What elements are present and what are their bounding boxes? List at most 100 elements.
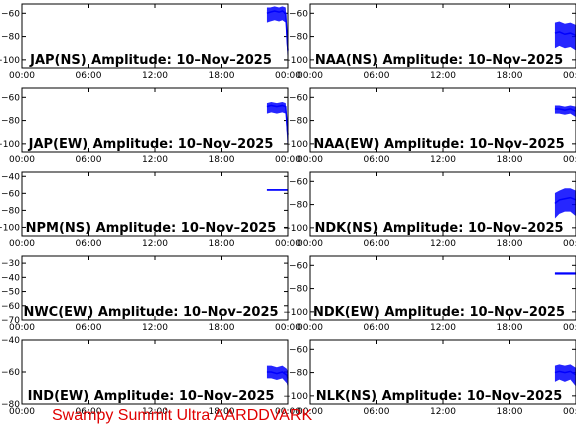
y-tick-label: −70 <box>1 316 20 326</box>
x-tick-label: 00:00 <box>9 155 35 165</box>
y-tick-label: −60 <box>1 368 20 378</box>
y-tick-label: −100 <box>0 56 20 66</box>
x-tick-label: 00:00 <box>297 71 323 81</box>
series-line <box>266 10 289 51</box>
plot-frame <box>309 339 576 405</box>
x-tick-label: 18:00 <box>497 323 523 333</box>
y-tick-label: −60 <box>289 9 308 19</box>
y-tick-label: −60 <box>289 261 308 271</box>
x-tick-label: 18:00 <box>209 323 235 333</box>
x-tick-label: 00:00 <box>275 71 301 81</box>
x-tick-label: 18:00 <box>497 239 523 249</box>
plot-frame <box>309 255 576 321</box>
panel-title: NAA(EW) Amplitude: 10–Nov–2025 <box>313 137 564 152</box>
panel-title: NDK(NS) Amplitude: 10–Nov–2025 <box>314 221 563 236</box>
y-tick-label: −80 <box>289 369 308 379</box>
y-tick-label: −60 <box>289 93 308 103</box>
y-tick-label: −50 <box>1 288 20 298</box>
x-tick-label: 12:00 <box>142 71 168 81</box>
x-tick-label: 00:00 <box>563 407 576 417</box>
panel-1: −100−80−6000:0006:0012:0018:0000:00JAP(N… <box>0 3 301 81</box>
series-line <box>266 371 289 379</box>
y-tick-label: −100 <box>283 308 308 318</box>
series-line <box>554 196 576 205</box>
series-band <box>554 21 576 51</box>
x-tick-label: 06:00 <box>76 71 102 81</box>
series-band <box>554 188 576 219</box>
series-band <box>554 364 576 387</box>
x-tick-label: 18:00 <box>209 407 235 417</box>
y-tick-label: −80 <box>289 285 308 295</box>
x-tick-label: 12:00 <box>430 71 456 81</box>
y-tick-label: −60 <box>1 302 20 312</box>
series-line <box>554 108 576 112</box>
x-tick-label: 00:00 <box>9 71 35 81</box>
x-tick-label: 06:00 <box>364 407 390 417</box>
y-tick-label: −40 <box>1 273 20 283</box>
y-tick-label: −40 <box>1 336 20 346</box>
footer-label: Swampy Summit Ultra AARDDVARK <box>52 407 313 424</box>
y-tick-label: −60 <box>289 345 308 355</box>
y-tick-label: −60 <box>1 93 20 103</box>
x-tick-label: 12:00 <box>142 239 168 249</box>
x-tick-label: 00:00 <box>297 239 323 249</box>
series-line <box>554 31 576 37</box>
panel-title: NLK(NS) Amplitude: 10–Nov–2025 <box>316 389 563 404</box>
x-tick-label: 06:00 <box>364 239 390 249</box>
x-tick-label: 06:00 <box>76 323 102 333</box>
series-band <box>266 365 288 388</box>
y-tick-label: −100 <box>0 140 20 150</box>
x-tick-label: 00:00 <box>9 239 35 249</box>
x-tick-label: 12:00 <box>430 239 456 249</box>
y-tick-label: −100 <box>283 392 308 402</box>
series-band <box>554 105 576 118</box>
y-tick-label: −40 <box>1 172 20 182</box>
panel-title: NDK(EW) Amplitude: 10–Nov–2025 <box>313 305 565 320</box>
x-tick-label: 06:00 <box>364 71 390 81</box>
panel-title: JAP(NS) Amplitude: 10–Nov–2025 <box>29 53 272 68</box>
x-tick-label: 00:00 <box>297 155 323 165</box>
plot-frame <box>21 87 289 153</box>
panel-3: −100−80−6000:0006:0012:0018:0000:00JAP(E… <box>0 87 301 165</box>
x-tick-label: 12:00 <box>142 323 168 333</box>
y-tick-label: −80 <box>1 117 20 127</box>
x-tick-label: 18:00 <box>209 239 235 249</box>
y-tick-label: −100 <box>0 223 20 233</box>
x-tick-label: 12:00 <box>430 155 456 165</box>
x-tick-label: 18:00 <box>497 407 523 417</box>
x-tick-label: 12:00 <box>142 407 168 417</box>
x-tick-label: 00:00 <box>275 407 301 417</box>
series-line <box>554 370 576 376</box>
y-tick-label: −100 <box>283 56 308 66</box>
x-tick-label: 06:00 <box>364 323 390 333</box>
plot-frame <box>309 87 576 153</box>
x-tick-label: 06:00 <box>76 239 102 249</box>
panel-8: −100 −80 −60 00:00 06:00 12:00 18:00 00:00 NDK(E… <box>283 255 576 333</box>
y-tick-label: −60 <box>289 177 308 187</box>
x-tick-label: 00:00 <box>275 239 301 249</box>
plot-frame <box>309 3 576 69</box>
y-tick-label: −80 <box>1 400 20 410</box>
x-tick-label: 18:00 <box>497 155 523 165</box>
x-tick-label: 00:00 <box>563 239 576 249</box>
x-tick-label: 00:00 <box>297 407 323 417</box>
x-tick-label: 00:00 <box>9 323 35 333</box>
panel-title: IND(EW) Amplitude: 10–Nov–2025 <box>28 389 275 404</box>
x-tick-label: 06:00 <box>364 155 390 165</box>
plot-frame <box>21 339 289 405</box>
x-tick-label: 06:00 <box>76 407 102 417</box>
panel-2: −100−80−6000:0006:0012:0018:0000:00NAA(N… <box>283 3 576 81</box>
y-tick-label: −100 <box>283 224 308 234</box>
plot-frame <box>21 171 289 237</box>
x-tick-label: 00:00 <box>9 407 35 417</box>
plot-frame <box>21 3 289 69</box>
panel-title: JAP(EW) Amplitude: 10–Nov–2025 <box>28 137 274 152</box>
y-tick-label: −60 <box>1 9 20 19</box>
x-tick-label: 00:00 <box>563 71 576 81</box>
series-line <box>266 104 289 135</box>
y-tick-label: −80 <box>289 33 308 43</box>
y-tick-label: −80 <box>289 201 308 211</box>
x-tick-label: 18:00 <box>209 155 235 165</box>
